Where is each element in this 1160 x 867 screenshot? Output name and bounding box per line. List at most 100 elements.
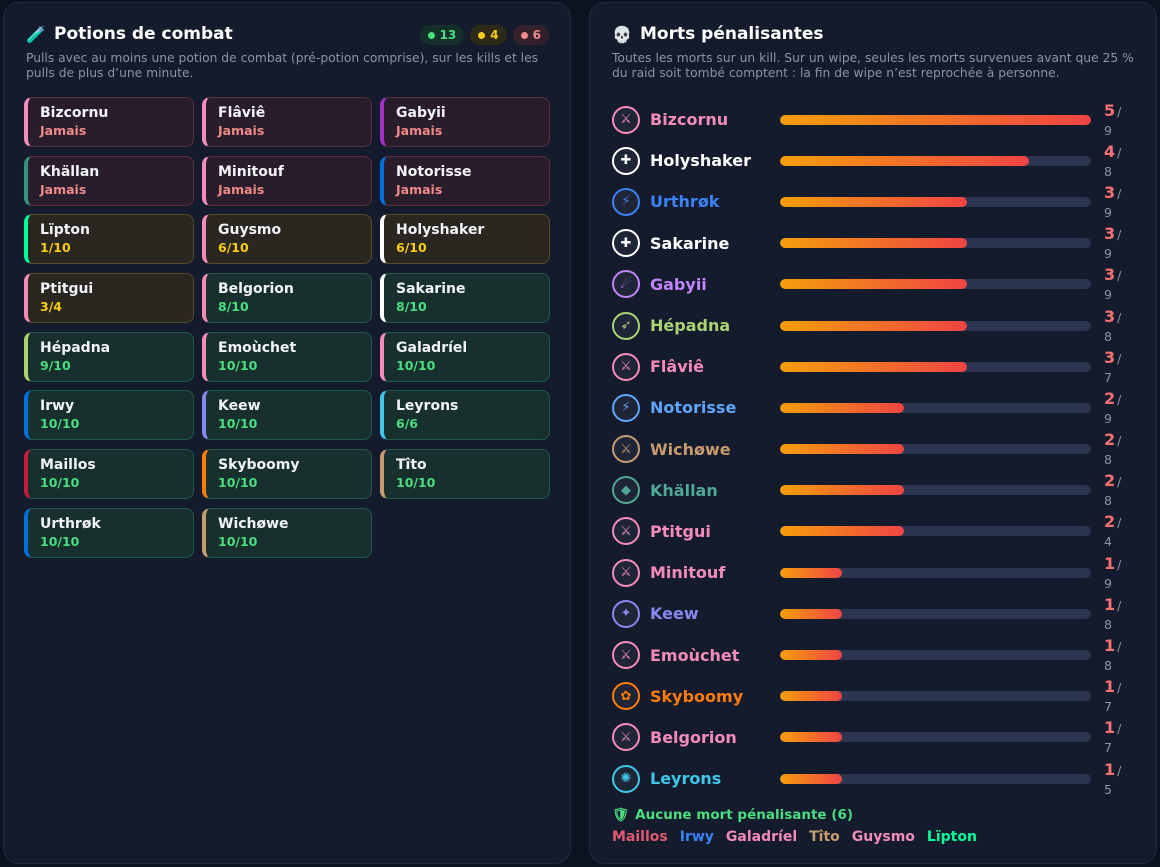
potion-player-status: 8/10 (396, 299, 427, 315)
potion-card: Tîto 10/10 (380, 449, 550, 500)
death-count: 1/ 7 (1104, 718, 1132, 756)
death-row: ⚔ Ptitgui 2/ 4 (612, 511, 1132, 552)
death-bar-fill (780, 155, 1029, 166)
death-count: 1/ 9 (1104, 554, 1132, 592)
potion-card: Bizcornu Jamais (24, 97, 194, 147)
death-count: 3/ 9 (1104, 224, 1132, 262)
potion-card: Irwy 10/10 (24, 390, 194, 441)
death-row: ⚡ Notorisse 2/ 9 (612, 387, 1132, 428)
death-row: ⚔ Wichøwe 2/ 8 (612, 429, 1132, 470)
death-row: ➶ Hépadna 3/ 8 (612, 305, 1132, 346)
death-bar-fill (780, 196, 967, 207)
death-bar-fill (780, 114, 1091, 125)
potion-player-name: Tîto (396, 457, 427, 474)
death-count: 3/ 9 (1104, 183, 1132, 221)
death-row: ⚔ Minitouf 1/ 9 (612, 552, 1132, 593)
warrior-icon: ⚔ (612, 435, 640, 464)
death-count: 3/ 7 (1104, 348, 1132, 386)
potion-card: Holyshaker 6/10 (380, 214, 550, 265)
counter-never: 6 (512, 25, 549, 45)
death-player-name: Leyrons (650, 769, 722, 789)
potion-player-status: 6/6 (396, 416, 418, 432)
death-row: ✦ Keew 1/ 8 (612, 593, 1132, 634)
death-count-value: 2 (1104, 471, 1116, 491)
death-bar-track (780, 279, 1091, 290)
death-bar-track (780, 608, 1091, 619)
priest-icon: ✚ (612, 146, 640, 175)
druid-icon: ✿ (612, 682, 640, 711)
death-bar-fill (780, 773, 843, 784)
potion-player-status: 10/10 (396, 357, 436, 373)
death-player-name: Gabyii (650, 274, 707, 294)
death-bar-fill (780, 691, 843, 702)
death-player-name: Notorisse (650, 398, 737, 418)
potion-player-status: 10/10 (218, 357, 258, 373)
potion-card: Ptitgui 3/4 (24, 273, 194, 324)
death-count-total: / 9 (1104, 268, 1122, 303)
no-death-player: Irwy (679, 829, 714, 845)
deaths-description: Toutes les morts sur un kill. Sur un wip… (612, 51, 1134, 80)
death-count: 1/ 7 (1104, 677, 1132, 715)
potion-player-name: Irwy (40, 398, 75, 415)
potion-player-name: Khällan (40, 163, 100, 180)
death-player-name: Ptitgui (650, 521, 711, 541)
death-bar-fill (780, 238, 967, 249)
potion-player-name: Wichøwe (218, 515, 289, 532)
death-player-name: Bizcornu (650, 110, 729, 130)
potion-player-name: Sakarine (396, 281, 466, 298)
death-row: ⚡ Urthrøk 3/ 9 (612, 181, 1132, 222)
death-bar-fill (780, 485, 905, 496)
death-row: ⚔ Emoùchet 1/ 8 (612, 634, 1132, 675)
death-row: ✺ Leyrons 1/ 5 (612, 758, 1132, 799)
death-bar-track (780, 402, 1091, 413)
potion-player-name: Skyboomy (218, 457, 300, 474)
potion-player-status: Jamais (218, 123, 265, 138)
death-count: 5/ 9 (1104, 101, 1132, 139)
death-count-total: / 8 (1104, 474, 1122, 509)
potion-player-name: Flâviê (218, 105, 266, 121)
potion-player-status: 9/10 (40, 357, 71, 373)
death-row: ☄ Gabyii 3/ 9 (612, 264, 1132, 305)
potion-player-name: Hépadna (40, 339, 111, 356)
death-bar-fill (780, 608, 843, 619)
potion-card: Skyboomy 10/10 (202, 449, 372, 500)
potion-card: Galadríel 10/10 (380, 331, 550, 382)
potion-player-name: Ptitgui (40, 281, 94, 298)
death-bar-track (780, 320, 1091, 331)
death-bar-fill (780, 444, 905, 455)
death-count-total: / 7 (1104, 721, 1122, 756)
death-count-total: / 9 (1104, 185, 1122, 220)
death-player-name: Emoùchet (650, 645, 740, 665)
potion-player-name: Guysmo (218, 222, 282, 239)
potion-player-status: 6/10 (218, 240, 249, 256)
death-count-total: / 8 (1104, 433, 1122, 468)
potion-card: Belgorion 8/10 (202, 273, 372, 324)
death-count-total: / 8 (1104, 144, 1122, 179)
death-count-total: / 8 (1104, 309, 1122, 344)
death-count-value: 4 (1104, 141, 1116, 161)
death-player-name: Flâviê (650, 357, 704, 377)
potion-card: Flâviê Jamais (202, 97, 372, 147)
death-bar-fill (780, 279, 967, 290)
death-player-name: Belgorion (650, 727, 737, 747)
potions-title: 🧪 Potions de combat (26, 24, 233, 44)
death-bar-track (780, 732, 1091, 743)
death-count: 4/ 8 (1104, 142, 1132, 180)
death-count-total: / 7 (1104, 350, 1122, 385)
potion-card: Minitouf Jamais (202, 155, 372, 206)
death-bar-track (780, 650, 1091, 661)
death-bar-track (780, 155, 1091, 166)
death-count-total: / 9 (1104, 227, 1122, 262)
potion-grid: Bizcornu Jamais Flâviê Jamais Gabyii Jamais Kh… (24, 97, 550, 558)
skull-icon: 💀 (612, 24, 632, 44)
death-count-value: 2 (1104, 512, 1116, 532)
potion-player-name: Keew (218, 398, 261, 415)
death-row: ⚔ Flâviê 3/ 7 (612, 346, 1132, 387)
potion-card: Keew 10/10 (202, 390, 372, 441)
death-bar-track (780, 444, 1091, 455)
death-bar-fill (780, 320, 967, 331)
death-player-name: Skyboomy (650, 686, 744, 706)
paladin-icon: ⚔ (612, 723, 640, 752)
potion-player-name: Belgorion (218, 281, 294, 298)
death-count: 1/ 8 (1104, 636, 1132, 674)
